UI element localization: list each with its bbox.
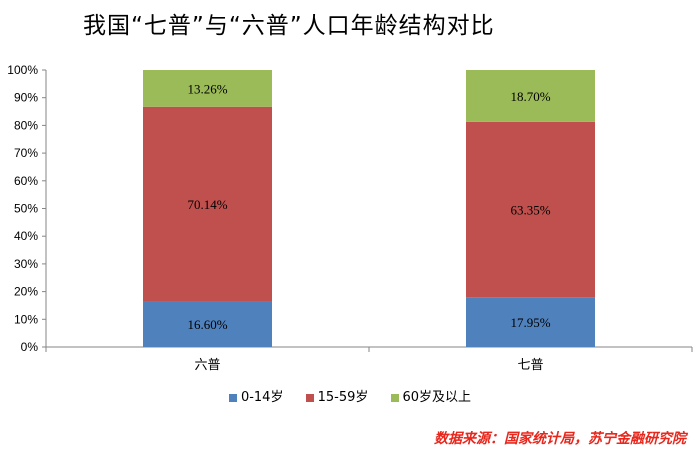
- chart-title: 我国“七普”与“六普”人口年龄结构对比: [83, 13, 495, 39]
- bar-segment: [466, 297, 595, 347]
- data-label: 63.35%: [510, 203, 550, 218]
- legend-item-1: 15-59岁: [305, 386, 369, 405]
- legend-item-0: 0-14岁: [228, 386, 284, 405]
- axes: 0% 10% 20% 30% 40% 50% 60% 70% 80% 90% 100% 六普 七普: [7, 63, 693, 373]
- legend-swatch-0: [228, 393, 237, 402]
- y-tick-label: 40%: [14, 229, 38, 243]
- bar-segment: [466, 121, 595, 298]
- legend: 0-14岁 15-59岁 60岁及以上: [0, 386, 700, 405]
- bars: [143, 70, 595, 347]
- x-tick-label: 七普: [517, 358, 543, 373]
- data-label: 13.26%: [187, 81, 227, 96]
- y-tick-label: 0%: [21, 340, 39, 354]
- legend-label-2: 60岁及以上: [402, 390, 472, 405]
- y-tick-label: 50%: [14, 202, 38, 216]
- legend-item-2: 60岁及以上: [390, 386, 472, 405]
- bar-segment: [143, 301, 272, 347]
- legend-swatch-2: [390, 393, 399, 402]
- y-tick-label: 80%: [14, 118, 38, 132]
- legend-swatch-1: [305, 393, 314, 402]
- bar-segment: [466, 70, 595, 122]
- y-tick-label: 30%: [14, 257, 38, 271]
- y-tick-label: 100%: [7, 63, 38, 77]
- y-tick-label: 20%: [14, 285, 38, 299]
- data-label: 70.14%: [187, 197, 227, 212]
- y-tick-label: 90%: [14, 91, 38, 105]
- data-label: 18.70%: [510, 89, 550, 104]
- y-tick-label: 10%: [14, 312, 38, 326]
- y-tick-label: 60%: [14, 174, 38, 188]
- legend-label-0: 0-14岁: [240, 390, 284, 405]
- source-note: 数据来源：国家统计局，苏宁金融研究院: [434, 431, 686, 447]
- x-tick-label: 六普: [194, 358, 220, 373]
- y-tick-label: 70%: [14, 146, 38, 160]
- data-labels: 16.60% 70.14% 13.26% 17.95% 63.35% 18.70%: [187, 81, 550, 332]
- data-label: 17.95%: [510, 315, 550, 330]
- bar-segment: [143, 106, 272, 302]
- data-label: 16.60%: [187, 317, 227, 332]
- legend-label-1: 15-59岁: [317, 390, 369, 405]
- bar-segment: [143, 70, 272, 107]
